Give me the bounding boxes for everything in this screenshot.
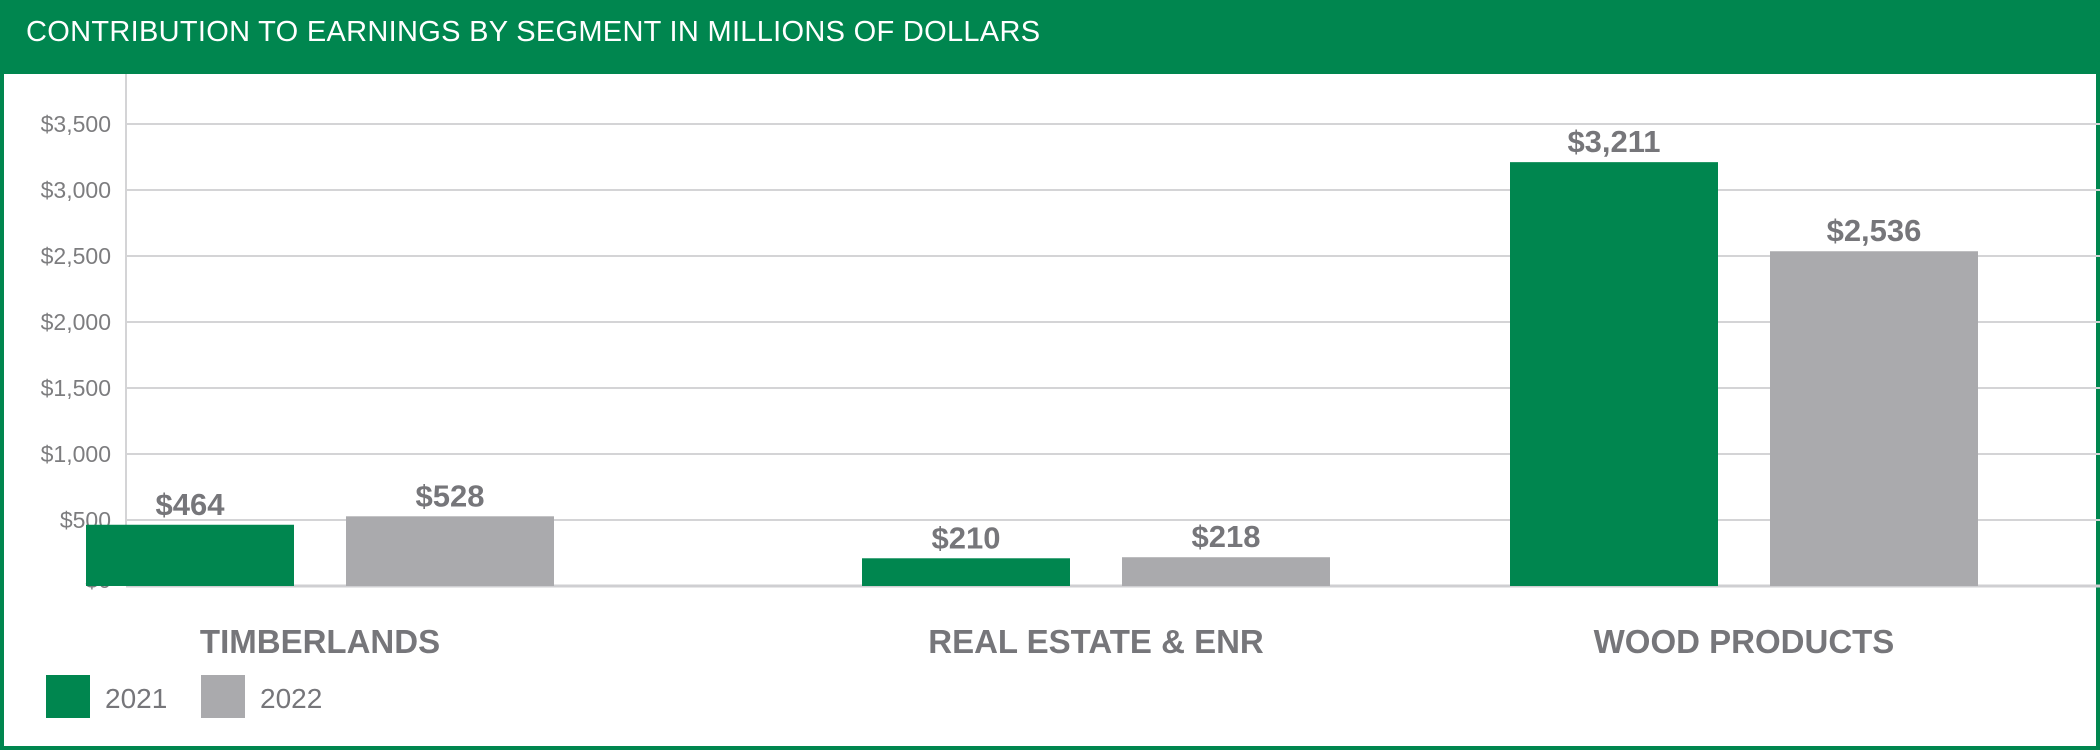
legend-label: 2021 — [105, 683, 167, 714]
data-labels: $464 $528 $210 $218 $3,211 $2,536 — [156, 124, 1922, 555]
bar-2022 — [1770, 251, 1978, 587]
category-label: WOOD PRODUCTS — [1594, 623, 1895, 660]
data-label: $2,536 — [1827, 213, 1922, 248]
legend-label: 2022 — [260, 683, 322, 714]
data-label: $210 — [932, 520, 1001, 555]
bar-2021 — [86, 524, 294, 586]
y-tick-label: $2,500 — [41, 243, 111, 269]
chart-title: CONTRIBUTION TO EARNINGS BY SEGMENT IN M… — [26, 16, 1041, 48]
y-tick-label: $1,000 — [41, 441, 111, 467]
data-label: $3,211 — [1567, 124, 1660, 159]
legend-swatch-2022 — [201, 675, 245, 718]
data-label: $218 — [1192, 519, 1261, 554]
y-tick-label: $1,500 — [41, 375, 111, 401]
y-tick-label: $3,000 — [41, 177, 111, 203]
title-bar: CONTRIBUTION TO EARNINGS BY SEGMENT IN M… — [0, 0, 2100, 74]
y-tick-label: $2,000 — [41, 309, 111, 335]
category-label: TIMBERLANDS — [200, 623, 440, 660]
legend: 2021 2022 — [46, 675, 322, 718]
y-axis: $0$500$1,000$1,500$2,000$2,500$3,000$3,5… — [41, 111, 111, 593]
category-label: REAL ESTATE & ENR — [928, 623, 1264, 660]
bar-2022 — [1122, 557, 1330, 586]
bars — [86, 162, 1978, 587]
y-tick-label: $3,500 — [41, 111, 111, 137]
x-axis: TIMBERLANDS REAL ESTATE & ENR WOOD PRODUCT… — [200, 623, 1894, 660]
legend-swatch-2021 — [46, 675, 90, 718]
data-label: $528 — [416, 478, 485, 513]
bar-2022 — [346, 516, 554, 586]
data-label: $464 — [156, 487, 226, 522]
bar-2021 — [862, 558, 1070, 586]
bar-2021 — [1510, 162, 1718, 586]
